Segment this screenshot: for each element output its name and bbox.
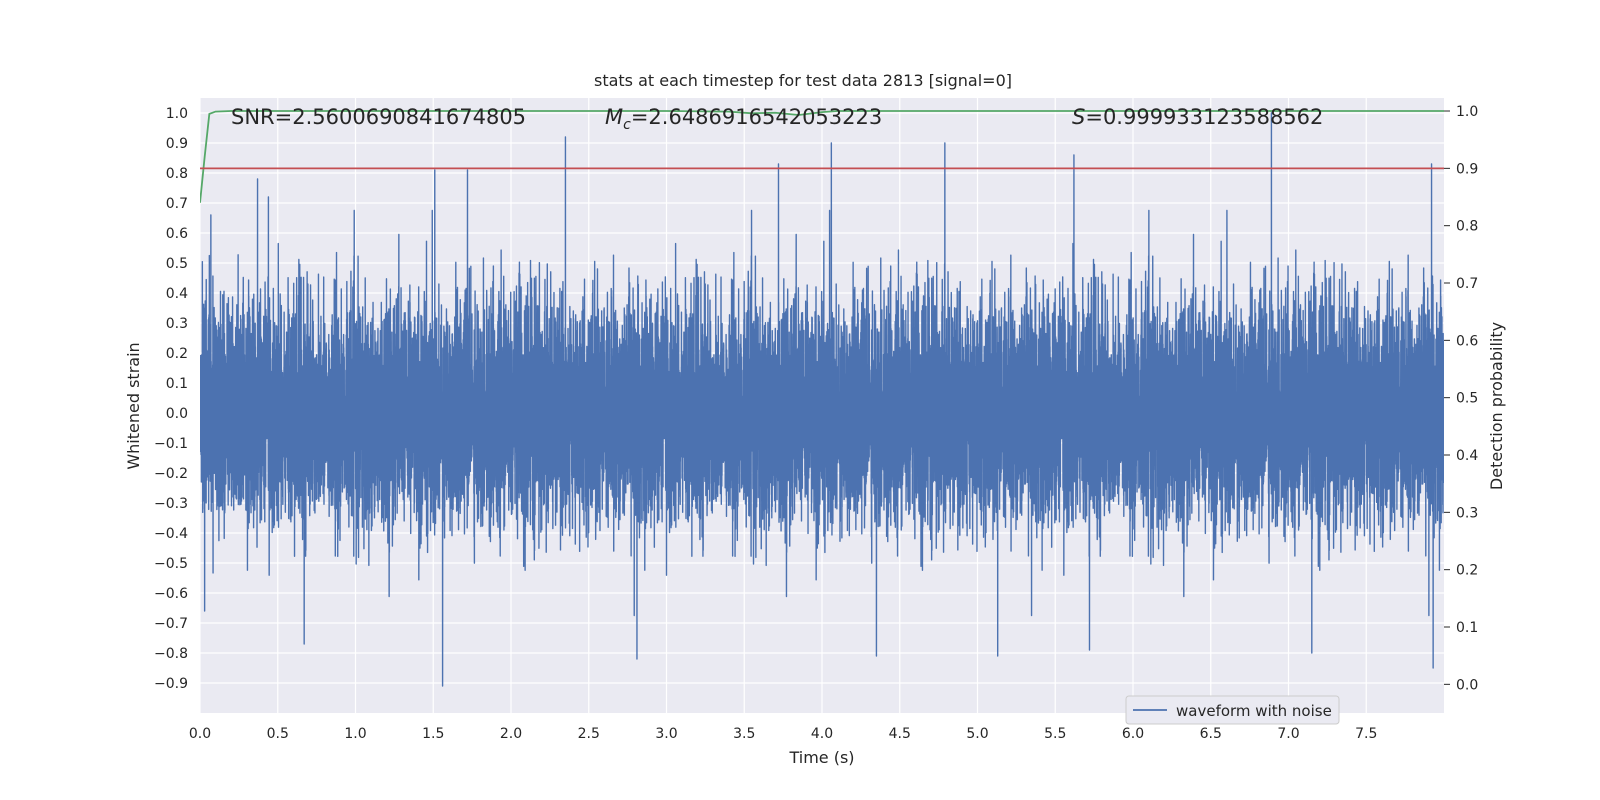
x-tick-label: 1.0 <box>344 726 366 742</box>
y-left-axis-ticks: −0.9 −0.8 −0.7 −0.6 −0.5 −0.4 −0.3 −0.2 −0.1 0.0 0… <box>154 106 188 692</box>
y-left-tick-label: 0.9 <box>166 136 188 152</box>
y-left-tick-label: −0.3 <box>154 496 188 512</box>
x-tick-label: 1.5 <box>422 726 444 742</box>
x-tick-label: 3.5 <box>733 726 755 742</box>
y-left-axis-label: Whitened strain <box>124 342 143 469</box>
mc-annotation: Mc=2.6486916542053223 <box>605 105 882 133</box>
x-tick-label: 0.5 <box>267 726 289 742</box>
y-left-tick-label: −0.9 <box>154 676 188 692</box>
y-right-tick-label: 0.3 <box>1456 505 1478 521</box>
x-axis-label: Time (s) <box>788 748 854 767</box>
y-left-tick-label: 0.5 <box>166 256 188 272</box>
x-tick-label: 6.0 <box>1122 726 1144 742</box>
y-right-tick-label: 0.6 <box>1456 333 1478 349</box>
y-right-tick-label: 0.9 <box>1456 161 1478 177</box>
y-left-tick-label: −0.6 <box>154 586 188 602</box>
x-tick-label: 2.0 <box>500 726 522 742</box>
y-left-tick-label: −0.1 <box>154 436 188 452</box>
y-right-tick-label: 0.4 <box>1456 448 1478 464</box>
x-tick-label: 6.5 <box>1200 726 1222 742</box>
x-tick-label: 0.0 <box>189 726 211 742</box>
y-right-axis-ticks: 0.0 0.1 0.2 0.3 0.4 0.5 0.6 0.7 0.8 0.9 1.0 <box>1444 104 1478 693</box>
y-right-tick-label: 0.2 <box>1456 563 1478 579</box>
s-annotation: S=0.999933123588562 <box>1072 105 1323 129</box>
x-tick-label: 5.5 <box>1044 726 1066 742</box>
x-tick-label: 5.0 <box>966 726 988 742</box>
y-left-tick-label: 0.7 <box>166 196 188 212</box>
y-left-tick-label: 0.1 <box>166 376 188 392</box>
mc-symbol: M <box>605 105 623 129</box>
y-right-tick-label: 0.0 <box>1456 677 1478 693</box>
y-left-tick-label: −0.4 <box>154 526 188 542</box>
x-tick-label: 7.0 <box>1277 726 1299 742</box>
y-left-tick-label: −0.2 <box>154 466 188 482</box>
probability-series <box>200 110 1444 203</box>
y-left-tick-label: 1.0 <box>166 106 188 122</box>
y-left-tick-label: −0.5 <box>154 556 188 572</box>
legend-label: waveform with noise <box>1176 702 1332 720</box>
x-tick-label: 7.5 <box>1355 726 1377 742</box>
y-right-tick-label: 0.7 <box>1456 276 1478 292</box>
y-left-tick-label: 0.2 <box>166 346 188 362</box>
s-value: =0.999933123588562 <box>1085 105 1323 129</box>
y-left-tick-label: 0.0 <box>166 406 188 422</box>
y-right-tick-label: 0.5 <box>1456 391 1478 407</box>
chart-title: stats at each timestep for test data 281… <box>594 71 1012 90</box>
x-axis-ticks: 0.0 0.5 1.0 1.5 2.0 2.5 3.0 3.5 4.0 4.5 5.0 5.5 6.0 6… <box>189 726 1378 742</box>
s-symbol: S <box>1072 105 1085 129</box>
y-left-tick-label: 0.8 <box>166 166 188 182</box>
mc-subscript: c <box>623 117 631 133</box>
y-right-tick-label: 0.8 <box>1456 219 1478 235</box>
legend-box <box>1125 695 1340 725</box>
x-tick-label: 4.0 <box>811 726 833 742</box>
y-right-tick-label: 1.0 <box>1456 104 1478 120</box>
y-left-tick-label: 0.3 <box>166 316 188 332</box>
x-tick-label: 3.0 <box>655 726 677 742</box>
y-right-axis-label: Detection probability <box>1487 322 1506 490</box>
snr-annotation: SNR=2.5600690841674805 <box>231 105 526 129</box>
y-left-tick-label: −0.7 <box>154 616 188 632</box>
y-left-tick-label: 0.6 <box>166 226 188 242</box>
legend: waveform with noise <box>1125 695 1340 725</box>
x-tick-label: 2.5 <box>578 726 600 742</box>
x-tick-label: 4.5 <box>889 726 911 742</box>
mc-value: =2.6486916542053223 <box>631 105 882 129</box>
y-left-tick-label: −0.8 <box>154 646 188 662</box>
detection-probability-line <box>200 110 1444 203</box>
y-left-tick-label: 0.4 <box>166 286 188 302</box>
waveform-line <box>200 112 1444 687</box>
waveform-series <box>200 112 1444 687</box>
y-right-tick-label: 0.1 <box>1456 620 1478 636</box>
